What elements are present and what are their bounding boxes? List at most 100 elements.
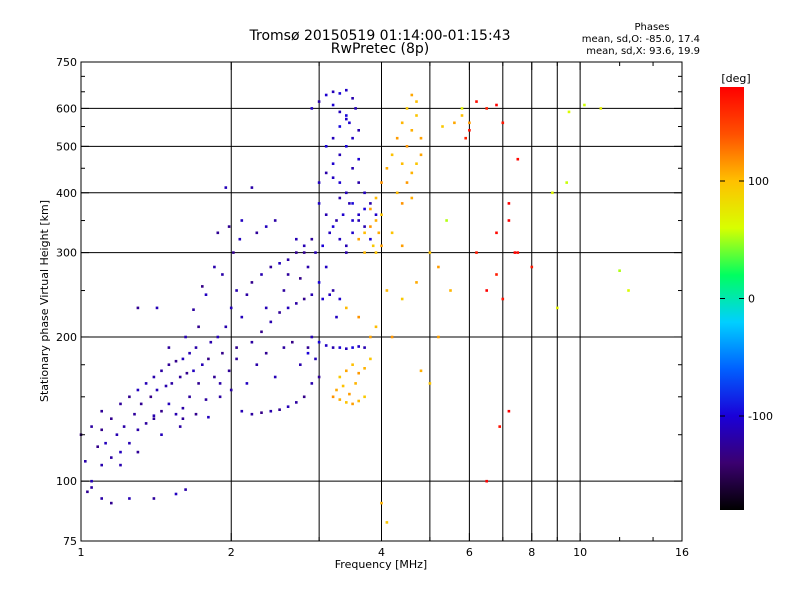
data-point	[227, 369, 231, 373]
data-point	[167, 402, 171, 406]
data-point	[400, 297, 404, 301]
data-point	[160, 409, 163, 413]
data-point	[181, 357, 185, 361]
data-point	[174, 412, 178, 416]
data-point	[338, 110, 342, 114]
data-point	[385, 521, 389, 524]
data-point	[405, 181, 409, 184]
data-point	[216, 231, 220, 235]
data-point	[351, 363, 354, 366]
data-point	[354, 107, 357, 110]
data-point	[345, 88, 348, 92]
x-tick-label: 4	[378, 546, 385, 559]
data-point	[338, 181, 342, 184]
data-point	[178, 425, 182, 428]
data-point	[501, 297, 505, 301]
data-point	[86, 490, 89, 494]
data-point	[207, 357, 210, 361]
data-point	[357, 213, 360, 216]
data-point	[264, 351, 268, 355]
data-point	[264, 306, 268, 310]
data-point	[197, 382, 200, 385]
data-point	[324, 344, 328, 347]
grid	[81, 62, 682, 541]
data-point	[410, 171, 414, 175]
data-point	[415, 162, 418, 165]
y-tick-label: 75	[63, 535, 77, 548]
data-point	[331, 103, 335, 107]
x-tick-label: 10	[573, 546, 587, 559]
data-point	[306, 351, 310, 355]
data-point	[299, 363, 302, 366]
data-point	[331, 162, 335, 165]
data-point	[345, 145, 348, 148]
data-point	[245, 293, 249, 296]
data-point	[618, 269, 621, 272]
data-point	[495, 231, 498, 235]
data-point	[119, 463, 122, 467]
stats-x-line: mean, sd,X: 93.6, 19.9	[586, 46, 700, 57]
data-point	[90, 479, 93, 483]
data-point	[351, 97, 354, 100]
data-point	[185, 371, 189, 375]
data-point	[348, 121, 351, 125]
data-point	[104, 441, 107, 445]
data-point	[181, 406, 185, 410]
data-point	[100, 409, 103, 413]
data-point	[475, 251, 478, 254]
data-point	[160, 433, 163, 436]
data-point	[201, 285, 204, 288]
data-point	[369, 225, 372, 228]
data-point	[369, 202, 372, 205]
data-point	[192, 369, 195, 373]
data-point	[410, 196, 414, 200]
data-point	[167, 346, 171, 349]
y-tick-label: 200	[56, 331, 77, 344]
data-point	[295, 401, 298, 404]
data-point	[385, 289, 389, 292]
data-point	[110, 456, 113, 459]
data-point	[507, 202, 511, 205]
data-point	[119, 450, 122, 454]
data-point	[324, 145, 328, 148]
data-point	[235, 357, 238, 361]
data-point	[351, 219, 354, 222]
data-point	[194, 346, 198, 349]
data-point	[380, 501, 383, 505]
data-point	[485, 289, 488, 292]
data-point	[235, 346, 238, 349]
data-point	[260, 411, 263, 414]
data-point	[357, 399, 360, 403]
data-point	[160, 369, 163, 373]
data-point	[335, 219, 338, 222]
data-point	[507, 409, 511, 413]
axis-ticks: 1 2 4 6 8 10 16 75 100 200 300 400 500 600 750	[56, 56, 689, 559]
data-point	[317, 281, 321, 284]
data-point	[295, 302, 298, 305]
data-point	[351, 167, 354, 170]
data-point	[338, 125, 342, 128]
data-point	[306, 265, 310, 269]
data-point	[321, 297, 324, 301]
data-point	[260, 273, 263, 276]
data-point	[213, 265, 216, 269]
data-point	[331, 176, 335, 179]
data-point	[331, 225, 335, 228]
colorbar-ticks: 100 0 -100	[720, 175, 773, 423]
data-point	[278, 311, 281, 314]
data-point	[310, 107, 314, 110]
data-point	[100, 463, 103, 467]
data-point	[338, 346, 342, 349]
data-point	[377, 231, 381, 235]
data-point	[84, 460, 87, 463]
data-point	[100, 428, 103, 432]
colorbar-label: [deg]	[721, 72, 750, 85]
data-point	[341, 213, 345, 216]
data-point	[338, 398, 342, 401]
data-point	[374, 213, 378, 216]
data-point	[507, 219, 511, 222]
y-tick-label: 100	[56, 475, 77, 488]
data-point	[302, 251, 306, 254]
data-point	[374, 196, 378, 200]
data-point	[264, 225, 268, 228]
